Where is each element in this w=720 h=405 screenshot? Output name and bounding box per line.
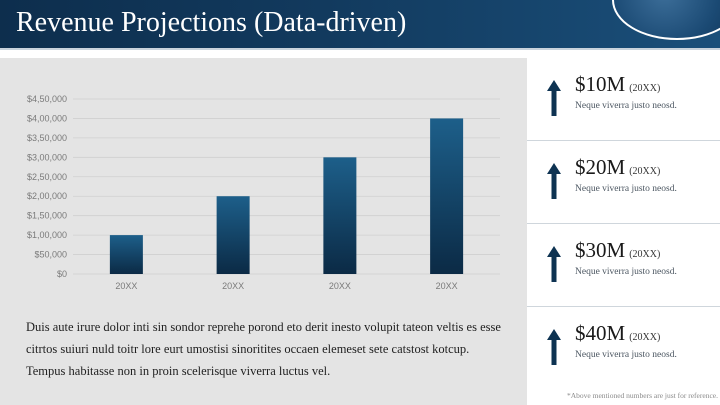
metric-card: $40M (20XX) Neque viverra justo neosd. xyxy=(527,307,720,390)
y-tick-label: $4,00,000 xyxy=(27,113,67,123)
metric-card: $20M (20XX) Neque viverra justo neosd. xyxy=(527,141,720,224)
x-tick-label: 20XX xyxy=(329,281,351,291)
chart-panel: $0 $50,000 $1,00,000 $1,50,000 $2,00,000 $2,5… xyxy=(0,58,527,405)
y-tick-label: $1,00,000 xyxy=(27,230,67,240)
metric-year: (20XX) xyxy=(629,83,661,94)
metric-value: $10M xyxy=(575,72,626,96)
y-tick-label: $1,50,000 xyxy=(27,211,67,221)
x-tick-label: 20XX xyxy=(222,281,244,291)
bar xyxy=(216,196,250,274)
metric-line: $30M (20XX) xyxy=(575,238,660,263)
header-bar: Revenue Projections (Data-driven) xyxy=(0,0,720,48)
y-tick-label: $3,50,000 xyxy=(27,133,67,143)
decorative-circle xyxy=(612,0,720,40)
metric-value: $30M xyxy=(575,238,626,262)
footnote: *Above mentioned numbers are just for re… xyxy=(567,391,718,400)
metric-card: $30M (20XX) Neque viverra justo neosd. xyxy=(527,224,720,307)
metric-year: (20XX) xyxy=(629,249,661,260)
y-tick-label: $2,00,000 xyxy=(27,191,67,201)
y-tick-label: $0 xyxy=(57,269,67,279)
x-tick-label: 20XX xyxy=(436,281,458,291)
metric-description: Neque viverra justo neosd. xyxy=(575,184,677,194)
bar xyxy=(109,235,143,274)
metric-description: Neque viverra justo neosd. xyxy=(575,267,677,277)
arrow-up-icon xyxy=(547,246,561,282)
metrics-column: $10M (20XX) Neque viverra justo neosd. $… xyxy=(527,58,720,405)
x-tick-label: 20XX xyxy=(115,281,137,291)
metric-description: Neque viverra justo neosd. xyxy=(575,101,677,111)
header-divider xyxy=(0,48,720,50)
revenue-bar-chart: $0 $50,000 $1,00,000 $1,50,000 $2,00,000 $2,5… xyxy=(27,94,500,291)
arrow-up-icon xyxy=(547,80,561,116)
y-tick-label: $50,000 xyxy=(34,250,67,260)
bar xyxy=(323,157,357,274)
metric-card: $10M (20XX) Neque viverra justo neosd. xyxy=(527,58,720,141)
metric-description: Neque viverra justo neosd. xyxy=(575,350,677,360)
y-tick-label: $3,00,000 xyxy=(27,152,67,162)
metric-year: (20XX) xyxy=(629,332,661,343)
arrow-up-icon xyxy=(547,329,561,365)
bar xyxy=(430,118,464,274)
metric-line: $20M (20XX) xyxy=(575,155,660,180)
metric-line: $40M (20XX) xyxy=(575,321,660,346)
metric-value: $40M xyxy=(575,321,626,345)
page-title: Revenue Projections (Data-driven) xyxy=(16,7,407,38)
y-tick-label: $2,50,000 xyxy=(27,172,67,182)
metric-line: $10M (20XX) xyxy=(575,72,660,97)
description-paragraph: Duis aute irure dolor inti sin sondor re… xyxy=(26,320,501,378)
arrow-up-icon xyxy=(547,163,561,199)
metric-value: $20M xyxy=(575,155,626,179)
y-tick-label: $4,50,000 xyxy=(27,94,67,104)
metric-year: (20XX) xyxy=(629,166,661,177)
